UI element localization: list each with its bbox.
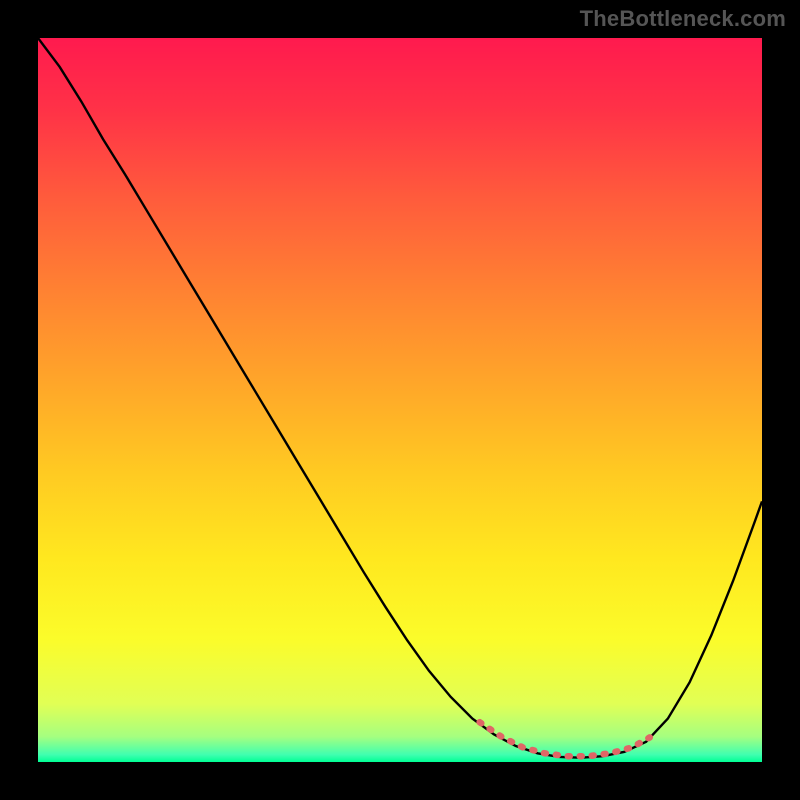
plot-area [38,38,762,762]
watermark: TheBottleneck.com [580,6,786,32]
bottleneck-curve [38,38,762,758]
curve-layer [38,38,762,762]
